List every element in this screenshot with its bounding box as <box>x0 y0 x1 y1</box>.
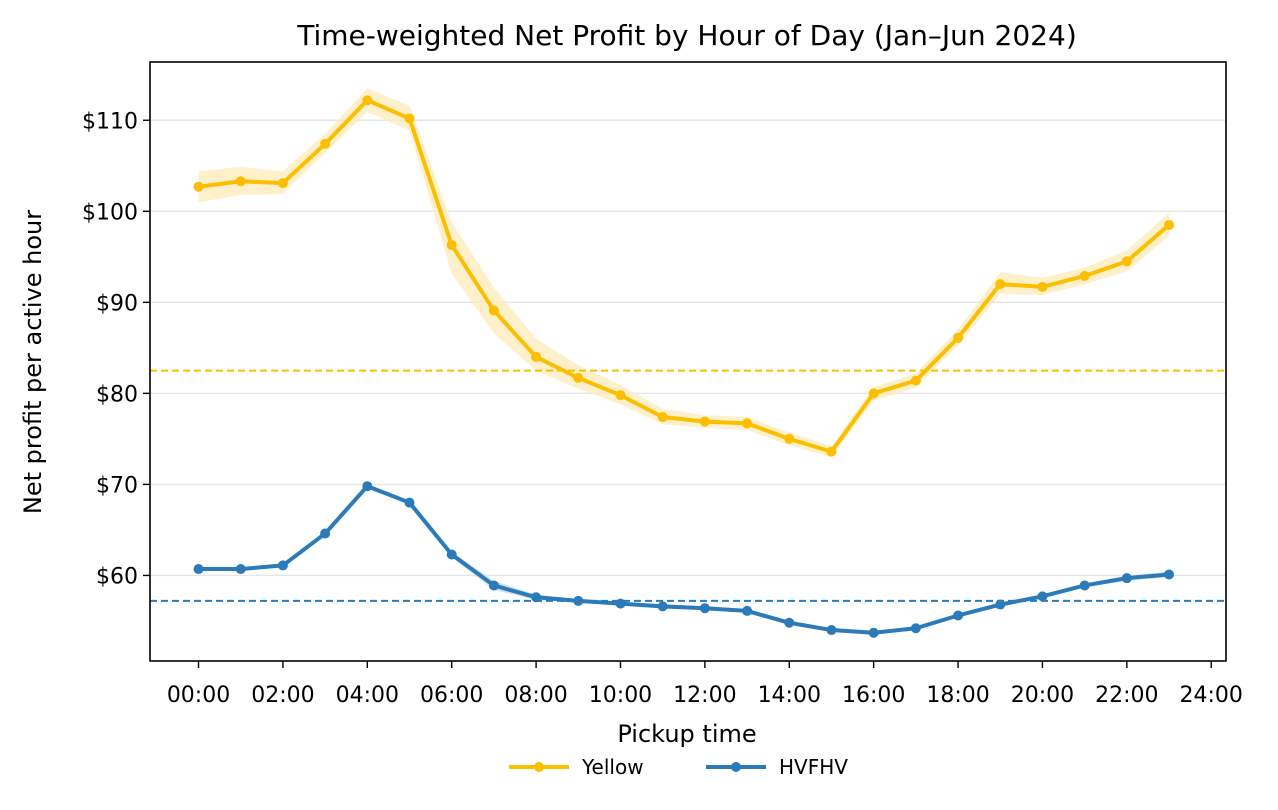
x-tick-label: 10:00 <box>589 683 652 708</box>
plot-frame <box>149 61 1227 662</box>
x-tick-label: 20:00 <box>1011 683 1074 708</box>
yellow-point <box>320 138 331 149</box>
yellow-point <box>277 178 288 189</box>
hvfhv-point <box>784 617 795 628</box>
x-tick-label: 18:00 <box>926 683 989 708</box>
series-lines <box>196 98 1172 635</box>
hvfhv-point <box>910 623 921 634</box>
y-axis-label: Net profit per active hour <box>19 210 47 514</box>
confidence-bands <box>198 88 1170 635</box>
yellow-legend-label: Yellow <box>581 755 644 779</box>
yellow-point <box>1121 256 1132 267</box>
x-tick-label: 08:00 <box>504 683 567 708</box>
x-tick-label: 02:00 <box>251 683 314 708</box>
chart-title: Time-weighted Net Profit by Hour of Day … <box>296 19 1077 52</box>
hvfhv-point <box>1164 569 1175 580</box>
hvfhv-legend-label: HVFHV <box>779 755 848 779</box>
y-axis-ticks: $60 $70 $80 $90 $100 $110 <box>82 109 150 589</box>
hvfhv-point <box>362 481 373 492</box>
hvfhv-line <box>196 484 1172 635</box>
yellow-point <box>868 388 879 399</box>
yellow-point <box>573 372 584 383</box>
y-tick-label: $110 <box>82 109 138 134</box>
yellow-point <box>995 279 1006 290</box>
hvfhv-legend-marker <box>731 762 741 772</box>
yellow-point <box>742 418 753 429</box>
hvfhv-point <box>1079 580 1090 591</box>
x-tick-label: 22:00 <box>1095 683 1158 708</box>
hvfhv-point <box>1037 591 1048 602</box>
yellow-band <box>198 88 1170 458</box>
hvfhv-point <box>235 564 246 575</box>
mean-lines <box>150 369 1226 602</box>
yellow-line <box>196 98 1172 454</box>
yellow-point <box>784 433 795 444</box>
hvfhv-point <box>995 599 1006 610</box>
x-axis-label: Pickup time <box>617 720 756 748</box>
hvfhv-point <box>826 625 837 636</box>
yellow-point <box>699 416 710 427</box>
yellow-point <box>910 375 921 386</box>
yellow-point <box>235 176 246 187</box>
y-tick-label: $70 <box>96 473 138 498</box>
yellow-point <box>826 446 837 457</box>
hvfhv-point <box>488 580 499 591</box>
legend: Yellow HVFHV <box>509 755 848 779</box>
x-tick-label: 24:00 <box>1180 683 1243 708</box>
hvfhv-point <box>573 595 584 606</box>
hvfhv-point <box>320 528 331 539</box>
y-tick-label: $80 <box>96 382 138 407</box>
hvfhv-point <box>953 610 964 621</box>
hvfhv-point <box>699 603 710 614</box>
yellow-point <box>531 351 542 362</box>
yellow-point <box>193 181 204 192</box>
yellow-point <box>953 332 964 343</box>
hvfhv-point <box>615 598 626 609</box>
y-tick-label: $90 <box>96 291 138 316</box>
hvfhv-point <box>868 627 879 638</box>
x-tick-label: 00:00 <box>167 683 230 708</box>
x-tick-label: 14:00 <box>758 683 821 708</box>
hvfhv-point <box>1121 573 1132 584</box>
hvfhv-point <box>404 497 415 508</box>
x-tick-label: 06:00 <box>420 683 483 708</box>
x-tick-label: 12:00 <box>673 683 736 708</box>
hvfhv-point <box>193 564 204 575</box>
yellow-point <box>1164 219 1175 230</box>
hvfhv-point <box>446 549 457 560</box>
hvfhv-point <box>277 560 288 571</box>
y-tick-label: $100 <box>82 200 138 225</box>
yellow-point <box>657 412 668 423</box>
y-tick-label: $60 <box>96 564 138 589</box>
x-axis-ticks: 00:00 02:00 04:00 06:00 08:00 10:00 12:00 14:00… <box>167 661 1243 708</box>
series-points <box>193 95 1175 638</box>
hvfhv-point <box>742 605 753 616</box>
x-tick-label: 04:00 <box>336 683 399 708</box>
gridlines <box>150 119 1226 577</box>
yellow-point <box>404 113 415 124</box>
yellow-point <box>615 390 626 401</box>
yellow-point <box>488 305 499 316</box>
hvfhv-point <box>531 592 542 603</box>
yellow-legend-marker <box>534 762 544 772</box>
yellow-point <box>1079 270 1090 281</box>
yellow-point <box>1037 281 1048 292</box>
yellow-point <box>362 95 373 106</box>
x-tick-label: 16:00 <box>842 683 905 708</box>
yellow-point <box>446 239 457 250</box>
hvfhv-point <box>657 601 668 612</box>
hvfhv-band <box>198 484 1170 635</box>
